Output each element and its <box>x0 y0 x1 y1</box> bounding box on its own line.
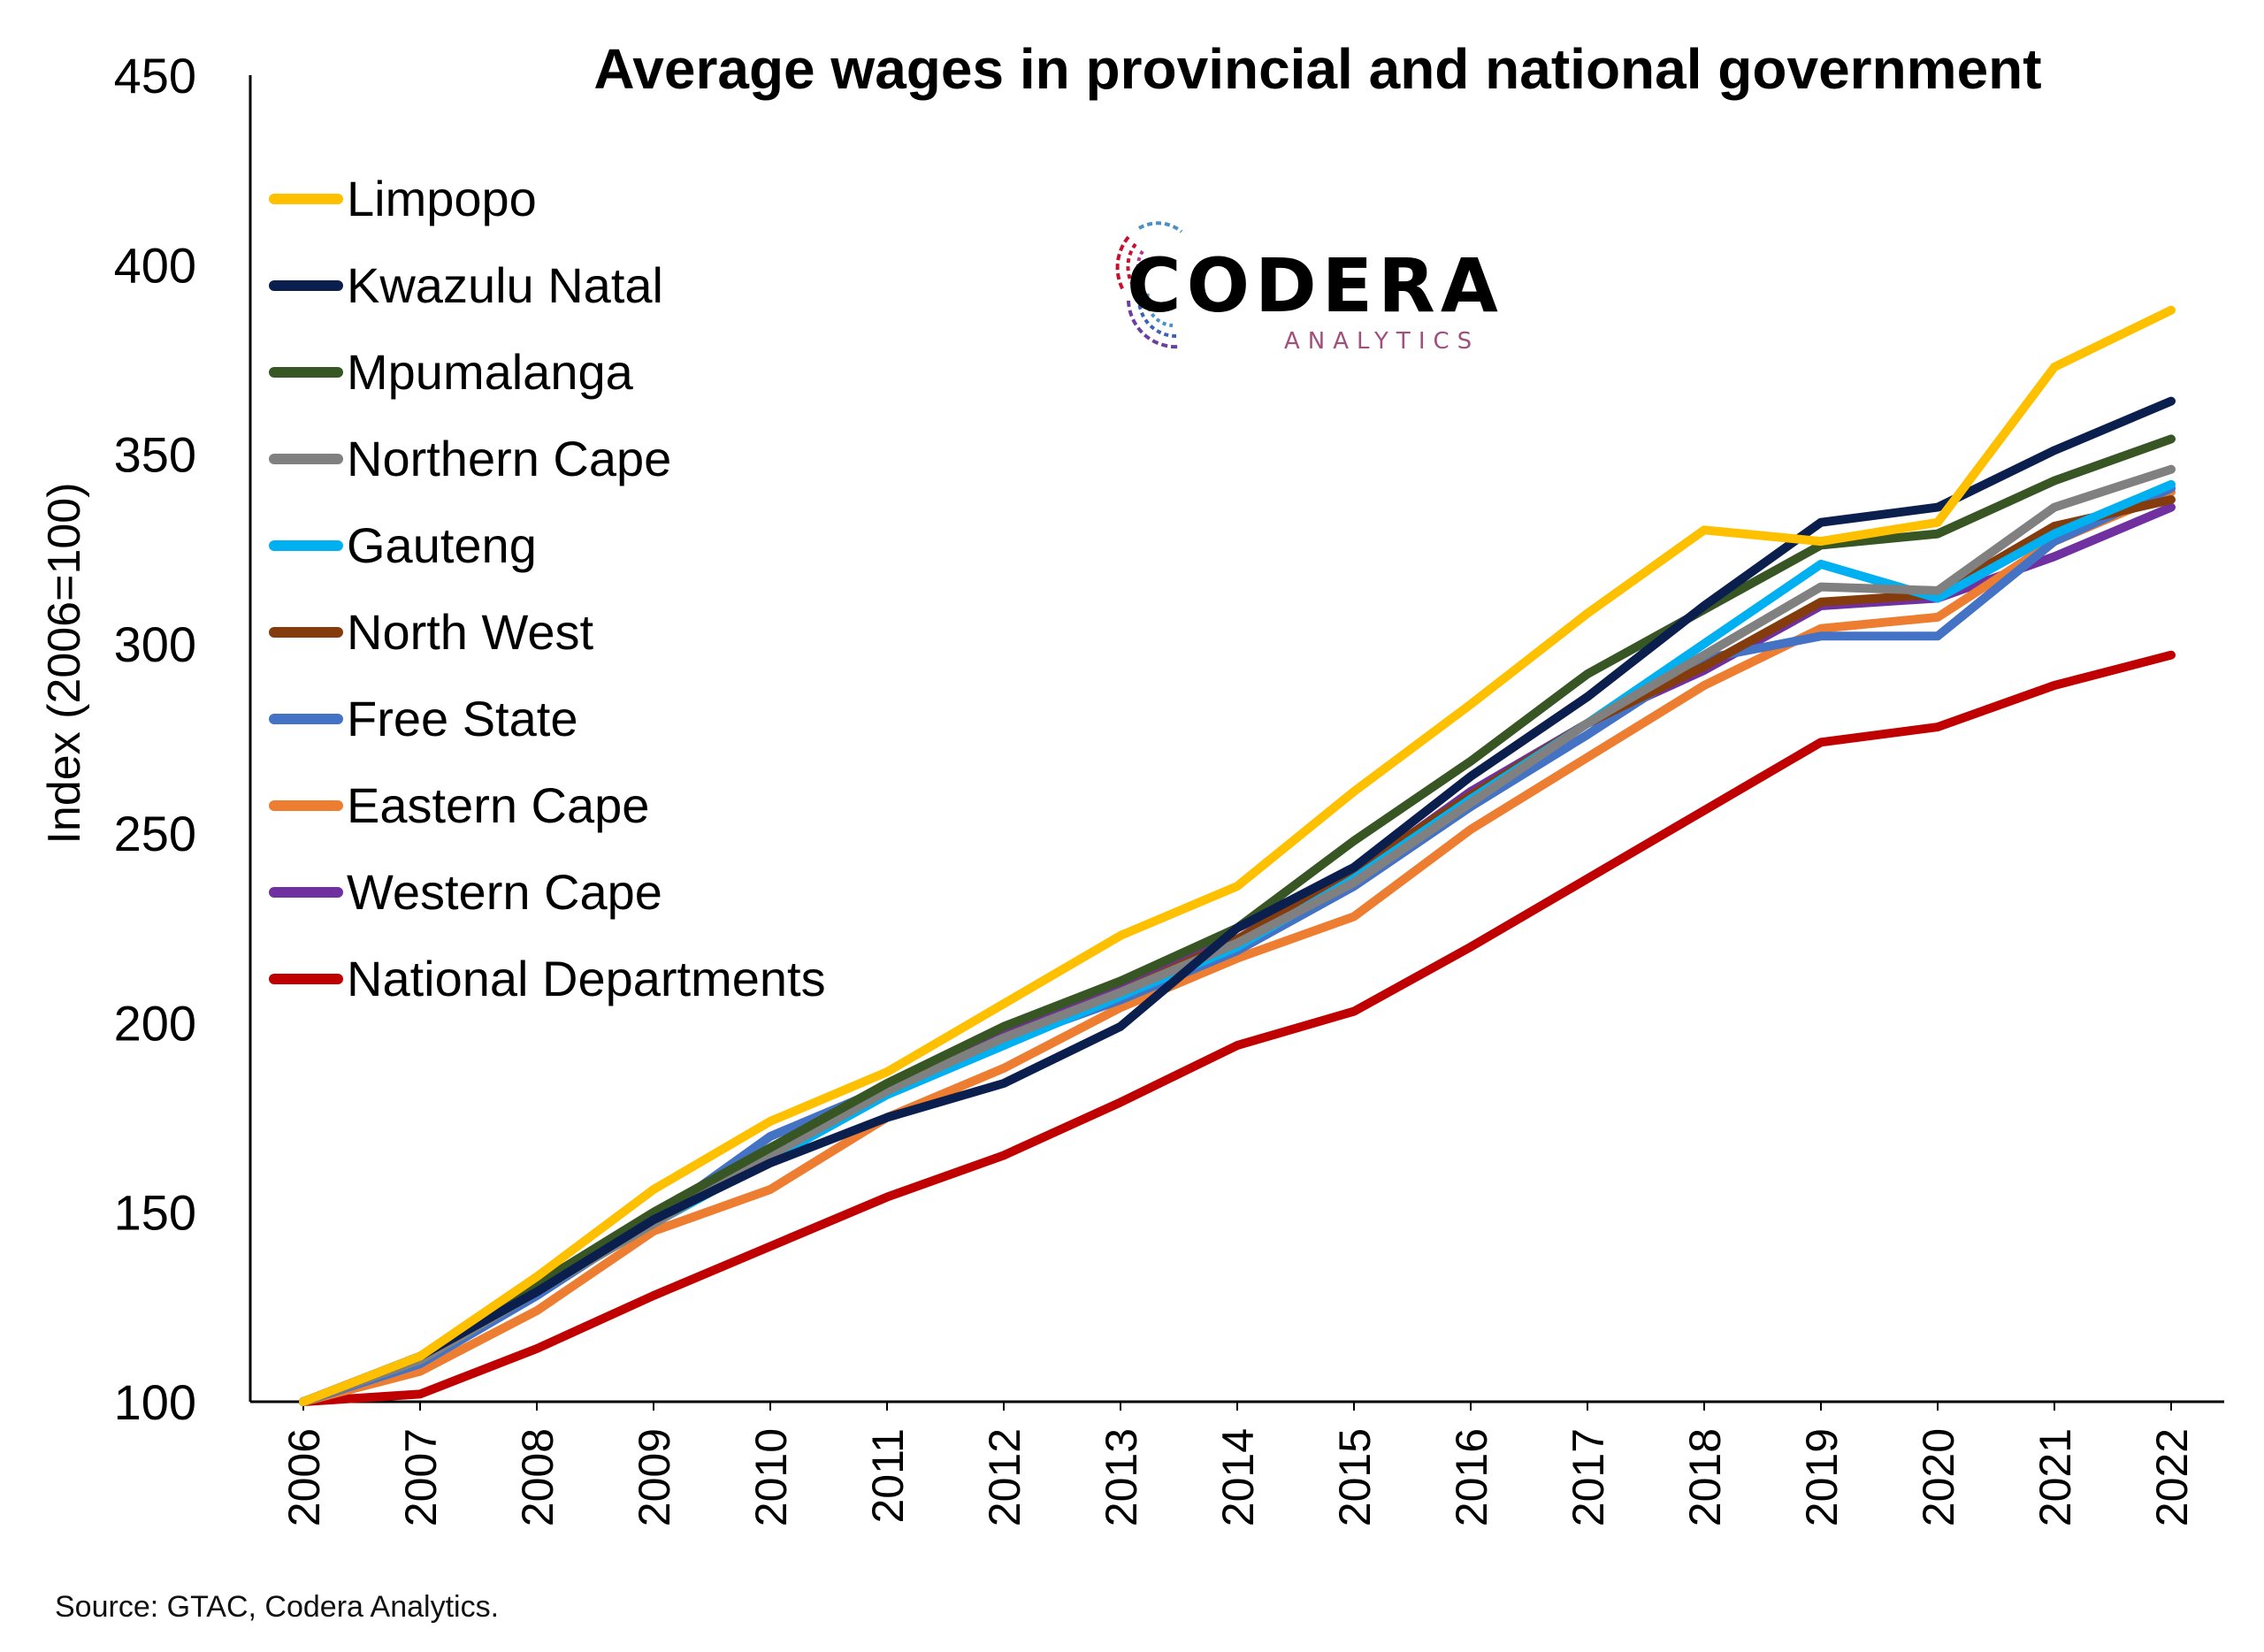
y-tick-label: 150 <box>114 1185 196 1241</box>
source-note: Source: GTAC, Codera Analytics. <box>55 1590 500 1624</box>
x-tick-label: 2017 <box>1564 1428 1613 1526</box>
legend-label: Free State <box>347 691 577 746</box>
x-tick-label: 2010 <box>746 1428 796 1526</box>
x-tick-label: 2021 <box>2031 1428 2080 1526</box>
legend-label: Mpumalanga <box>347 344 634 400</box>
y-tick-label: 450 <box>114 48 196 103</box>
x-tick-label: 2008 <box>513 1428 562 1526</box>
y-tick-label: 350 <box>114 427 196 483</box>
series-line-kwazulu-natal <box>299 396 2176 1406</box>
legend-label: Northern Cape <box>347 431 671 486</box>
x-tick-label: 2014 <box>1213 1428 1263 1526</box>
legend-label: Kwazulu Natal <box>347 257 663 313</box>
x-tick-label: 2009 <box>630 1428 679 1526</box>
x-ticks: 2006 2007 2008 2009 2010 2011 2012 2013 2014 2015… <box>279 1402 2197 1526</box>
x-tick-label: 2011 <box>863 1428 913 1524</box>
x-tick-label: 2007 <box>396 1428 446 1526</box>
series-line-limpopo <box>299 305 2176 1406</box>
x-tick-label: 2016 <box>1447 1428 1496 1526</box>
x-tick-label: 2006 <box>279 1428 329 1526</box>
y-tick-label: 250 <box>114 806 196 861</box>
legend-label: National Departments <box>347 951 826 1006</box>
series-line-eastern-cape <box>299 487 2176 1406</box>
legend-label: Eastern Cape <box>347 777 649 833</box>
logo-wordmark: CODERA <box>1127 242 1503 329</box>
y-axis-label: Index (2006=100) <box>39 482 90 844</box>
series-line-national-departments <box>299 650 2176 1406</box>
series-lines <box>299 305 2176 1406</box>
x-tick-label: 2019 <box>1797 1428 1847 1526</box>
y-tick-label: 400 <box>114 237 196 293</box>
legend-label: Western Cape <box>347 864 662 920</box>
y-tick-label: 100 <box>114 1374 196 1430</box>
chart-title: Average wages in provincial and national… <box>593 37 2041 101</box>
y-tick-label: 300 <box>114 616 196 672</box>
codera-logo: CODERA ANALYTICS <box>1115 221 1503 355</box>
legend: Limpopo Kwazulu Natal Mpumalanga Northern C… <box>269 171 826 1006</box>
legend-label: Gauteng <box>347 517 537 573</box>
x-tick-label: 2012 <box>980 1428 1029 1526</box>
codera-fingerprint-icon <box>1115 221 1183 349</box>
y-tick-label: 200 <box>114 995 196 1051</box>
y-ticks: 100 150 200 250 300 350 400 450 <box>114 48 196 1430</box>
logo-subtitle: ANALYTICS <box>1284 328 1480 355</box>
x-tick-label: 2013 <box>1097 1428 1146 1526</box>
x-tick-label: 2015 <box>1330 1428 1380 1526</box>
legend-label: North West <box>347 604 593 660</box>
x-tick-label: 2020 <box>1914 1428 1963 1526</box>
legend-label: Limpopo <box>347 171 537 226</box>
x-tick-label: 2022 <box>2147 1428 2197 1526</box>
x-tick-label: 2018 <box>1680 1428 1730 1526</box>
